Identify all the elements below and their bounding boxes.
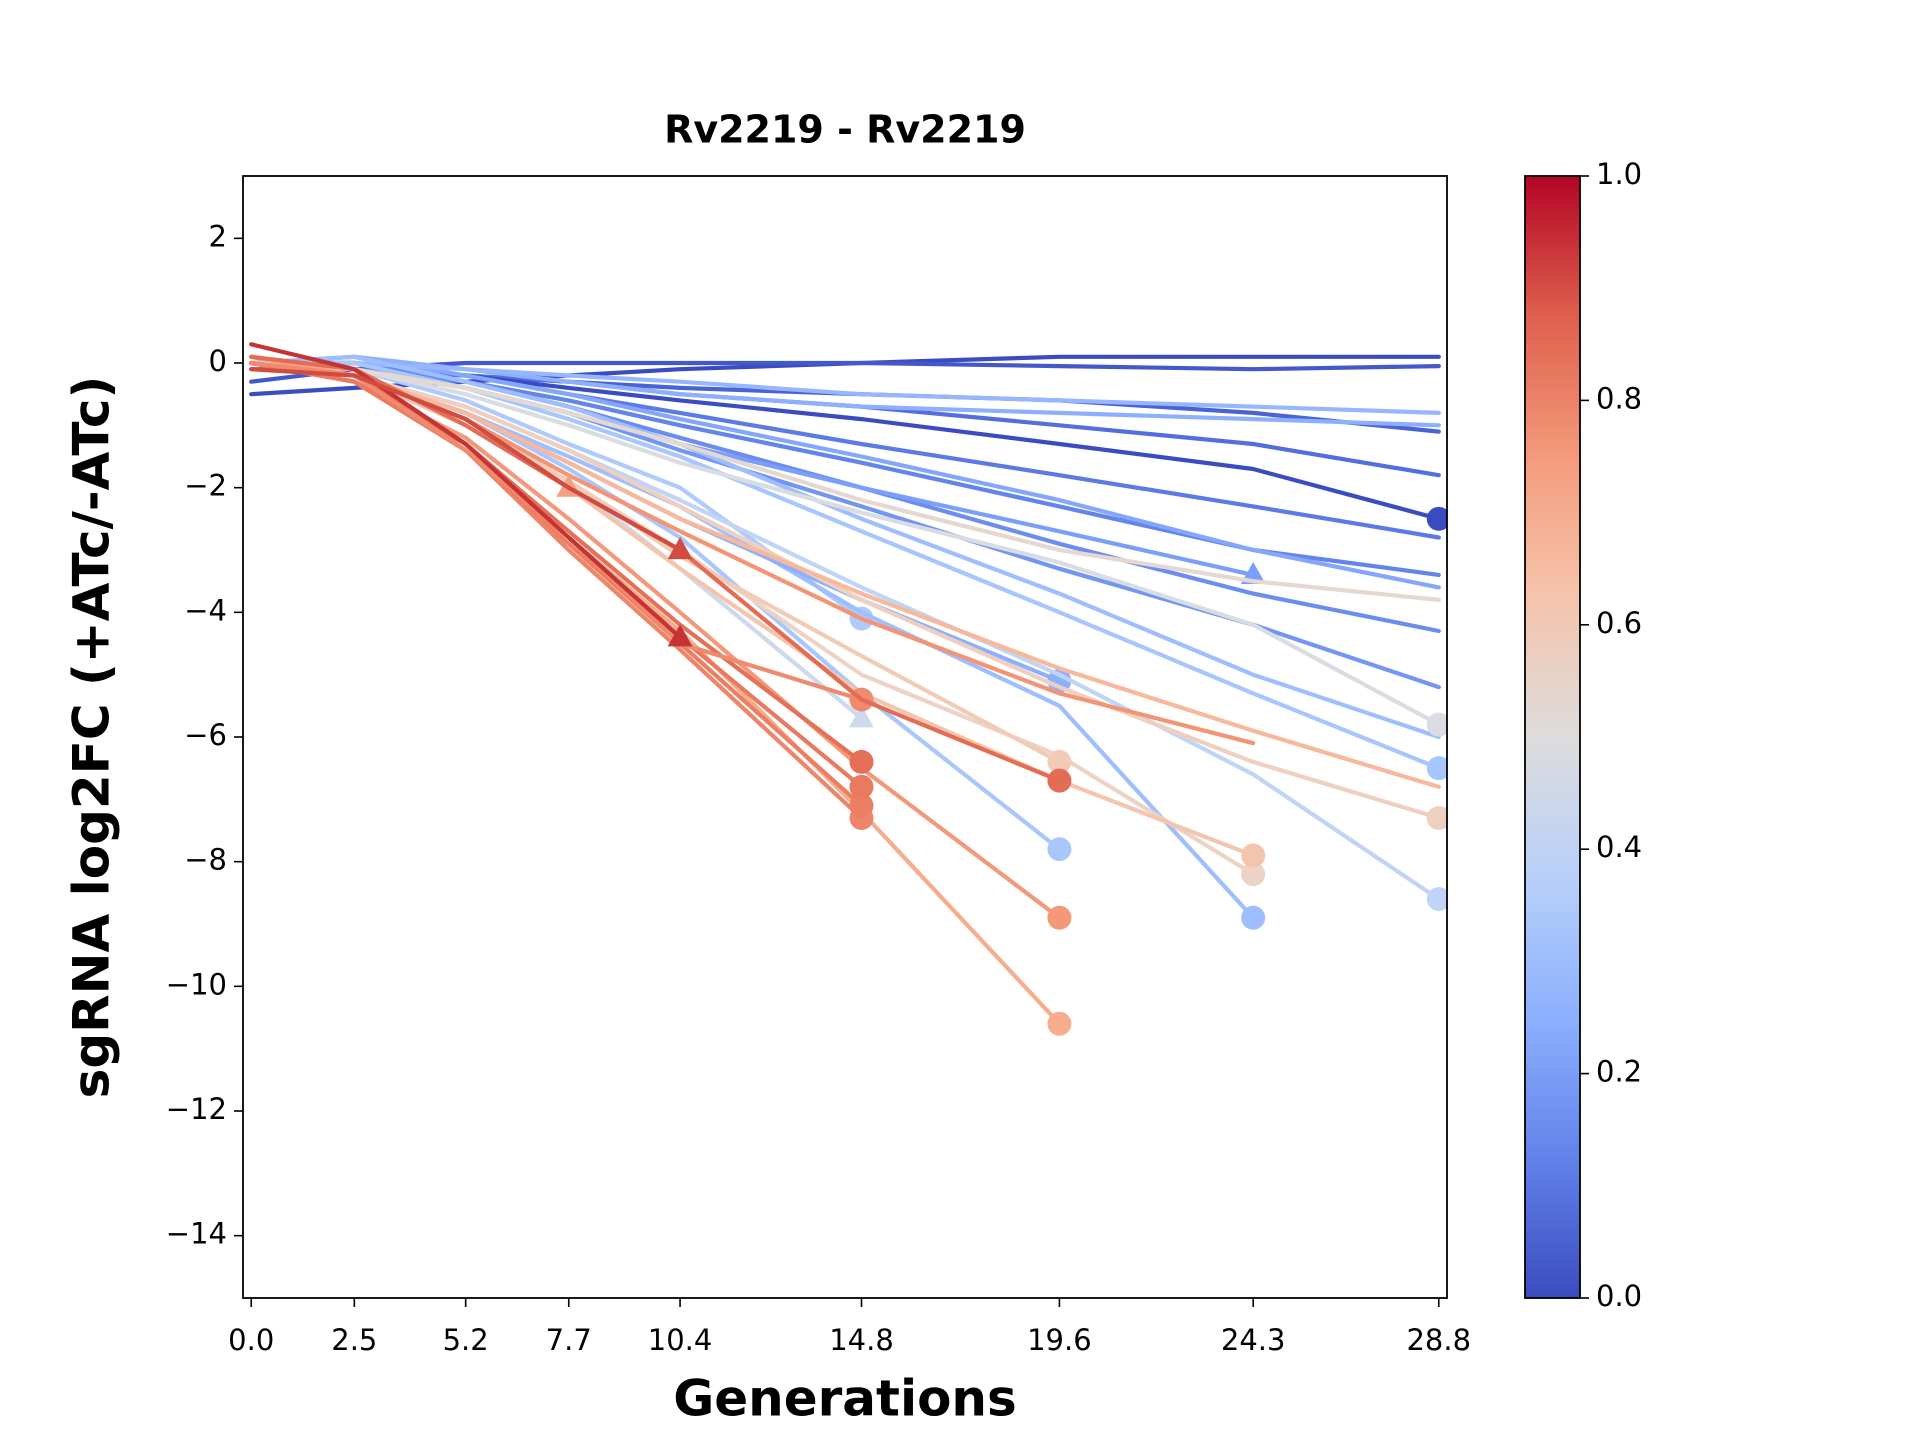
x-tick-label: 0.0 <box>228 1323 274 1357</box>
end-marker <box>1047 837 1072 862</box>
end-marker <box>1047 749 1072 774</box>
colorbar: 0.0 0.2 0.4 0.6 0.8 1.0 <box>1524 157 1642 1313</box>
end-marker <box>1047 905 1072 930</box>
y-tick-label: −12 <box>166 1092 227 1126</box>
end-marker <box>849 793 874 818</box>
colorbar-tick-label: 0.6 <box>1596 606 1642 640</box>
series-line <box>249 360 1441 771</box>
x-tick-label: 10.4 <box>648 1323 713 1357</box>
y-tick-label: −2 <box>184 469 227 503</box>
y-axis-label: sgRNA log2FC (+ATc/-ATc) <box>63 376 121 1099</box>
plot-area <box>249 342 1447 1036</box>
series-line <box>249 360 864 821</box>
end-marker <box>1241 862 1266 887</box>
series-line <box>249 354 1441 428</box>
end-marker <box>1241 843 1266 868</box>
end-marker <box>849 774 874 799</box>
y-tick-label: 2 <box>209 219 227 253</box>
end-marker <box>849 749 874 774</box>
colorbar-tick-label: 0.2 <box>1596 1055 1642 1089</box>
x-tick-label: 19.6 <box>1027 1323 1092 1357</box>
end-marker <box>1426 806 1447 831</box>
x-tick-label: 2.5 <box>331 1323 377 1357</box>
y-tick-label: −8 <box>184 843 227 877</box>
end-marker <box>849 705 874 728</box>
end-marker <box>1047 1011 1072 1036</box>
series-line <box>249 360 1062 1026</box>
end-marker <box>1426 756 1447 781</box>
x-tick-label: 28.8 <box>1406 1323 1471 1357</box>
series-line <box>249 360 1441 602</box>
axes: 0.0 2.5 5.2 7.7 10.4 14.8 19.6 24.3 28.8 −14 −12 −1… <box>166 175 1471 1357</box>
x-axis-label: Generations <box>673 1370 1017 1428</box>
y-tick-label: 0 <box>209 344 227 378</box>
colorbar-tick-label: 0.0 <box>1596 1279 1642 1313</box>
series-line <box>249 360 1256 920</box>
colorbar-tick-label: 0.4 <box>1596 830 1642 864</box>
plot-frame <box>242 175 1448 1299</box>
end-marker <box>1047 668 1072 693</box>
end-marker <box>1241 905 1266 930</box>
x-tick-label: 24.3 <box>1221 1323 1286 1357</box>
x-tick-label: 5.2 <box>443 1323 489 1357</box>
end-marker <box>1426 506 1447 531</box>
end-marker <box>1426 887 1447 912</box>
y-tick-label: −10 <box>166 967 227 1001</box>
y-tick-label: −6 <box>184 718 227 752</box>
chart-title: Rv2219 - Rv2219 <box>664 108 1026 152</box>
colorbar-gradient <box>1524 175 1581 1299</box>
series-line <box>249 367 683 553</box>
series-line <box>249 342 683 640</box>
x-tick-label: 7.7 <box>546 1323 592 1357</box>
end-marker <box>1047 768 1072 793</box>
colorbar-tick-label: 0.8 <box>1596 381 1642 415</box>
y-tick-label: −4 <box>184 593 227 627</box>
y-tick-label: −14 <box>166 1217 227 1251</box>
end-marker <box>667 624 693 647</box>
end-marker <box>667 537 693 560</box>
x-tick-label: 14.8 <box>829 1323 894 1357</box>
end-marker <box>1426 712 1447 737</box>
colorbar-tick-label: 1.0 <box>1596 157 1642 191</box>
